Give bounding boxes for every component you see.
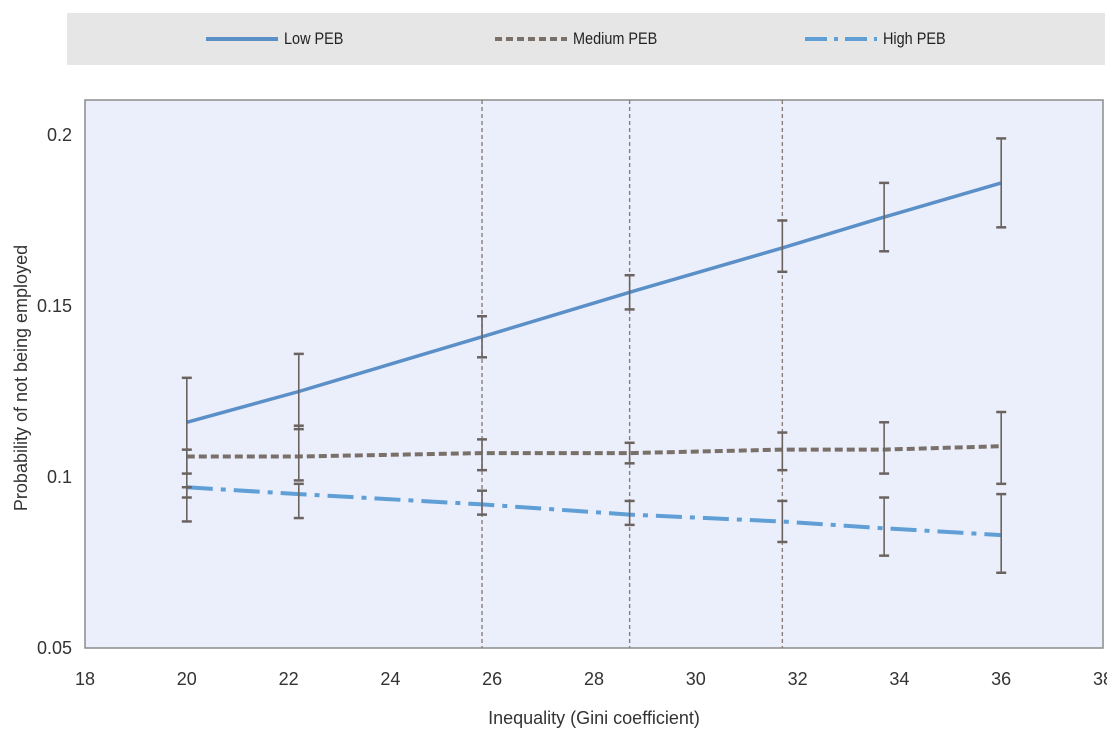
- y-axis: 0.05 0.1 0.15 0.2: [37, 125, 72, 658]
- x-axis-label: Inequality (Gini coefficient): [488, 708, 700, 728]
- error-bar-medium: [181, 448, 192, 475]
- error-bar-high: [477, 489, 488, 516]
- y-tick-label: 0.05: [37, 638, 72, 658]
- x-tick-label: 34: [889, 669, 909, 689]
- y-tick-label: 0.15: [37, 296, 72, 316]
- legend-item-high: High PEB: [805, 13, 957, 65]
- error-bar-low: [879, 181, 890, 253]
- error-bar-high: [293, 482, 304, 520]
- legend-item-medium: Medium PEB: [495, 13, 672, 65]
- error-bar-medium: [879, 421, 890, 475]
- x-tick-label: 24: [380, 669, 400, 689]
- reference-lines: [481, 100, 784, 648]
- x-tick-label: 26: [482, 669, 502, 689]
- error-bar-high: [777, 499, 788, 544]
- error-bar-high: [624, 499, 635, 527]
- error-bar-medium: [624, 441, 635, 465]
- error-bar-high: [996, 492, 1007, 575]
- legend-swatch-high: [805, 37, 877, 41]
- plot-area: [84, 99, 1104, 649]
- legend-label-high: High PEB: [883, 29, 946, 48]
- error-bar-medium: [293, 424, 304, 482]
- error-bar-medium: [477, 438, 488, 472]
- x-axis: 18 20 22 24 26 28 30 32 34 36 38: [75, 669, 1107, 689]
- x-tick-label: 32: [788, 669, 808, 689]
- error-bar-medium: [996, 410, 1007, 486]
- legend-swatch-medium: [495, 37, 567, 41]
- error-bar-medium: [777, 431, 788, 472]
- legend-swatch-low: [206, 37, 278, 41]
- error-bar-low: [996, 137, 1007, 229]
- y-tick-label: 0.1: [47, 467, 72, 487]
- error-bar-low: [777, 219, 788, 274]
- error-bar-high: [879, 496, 890, 557]
- error-bar-low: [477, 315, 488, 359]
- y-tick-label: 0.2: [47, 125, 72, 145]
- error-bar-low: [624, 273, 635, 311]
- x-tick-label: 20: [177, 669, 197, 689]
- x-tick-label: 30: [686, 669, 706, 689]
- x-tick-label: 28: [584, 669, 604, 689]
- error-bar-high: [181, 486, 192, 499]
- legend: Low PEB Medium PEB High PEB: [67, 13, 1105, 65]
- legend-label-medium: Medium PEB: [573, 29, 658, 48]
- x-tick-label: 18: [75, 669, 95, 689]
- x-tick-label: 36: [991, 669, 1011, 689]
- legend-label-low: Low PEB: [284, 29, 344, 48]
- x-tick-label: 22: [279, 669, 299, 689]
- y-axis-label: Probability of not being employed: [11, 245, 31, 511]
- x-tick-label: 38: [1093, 669, 1107, 689]
- error-bars: [181, 137, 1007, 575]
- legend-item-low: Low PEB: [206, 13, 354, 65]
